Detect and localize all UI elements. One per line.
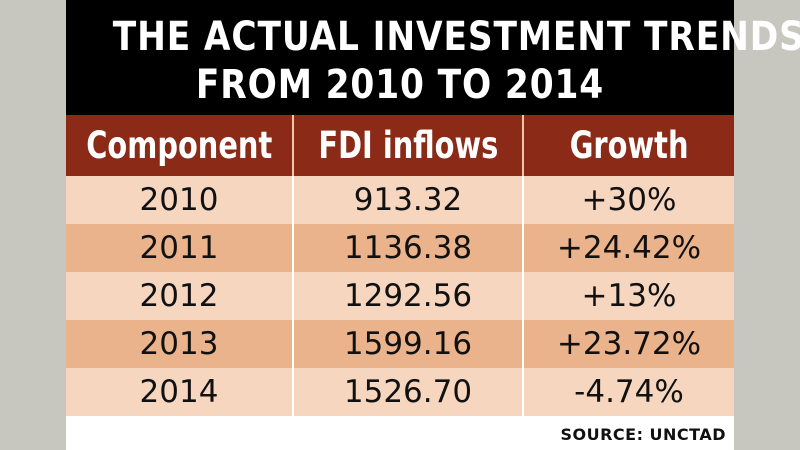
cell-year: 2014	[139, 374, 219, 410]
table-row: 2010 913.32 +30%	[66, 176, 734, 224]
cell-fdi-inflows: 1526.70	[292, 368, 522, 416]
header-component-label: Component	[85, 124, 273, 167]
table-row: 2012 1292.56 +13%	[66, 272, 734, 320]
table-row: 2013 1599.16 +23.72%	[66, 320, 734, 368]
cell-year: 2013	[139, 326, 219, 362]
header-growth-label: Growth	[569, 124, 689, 167]
title-line-2: FROM 2010 TO 2014	[195, 62, 605, 108]
header-component: Component	[66, 115, 292, 176]
source-note: SOURCE: UNCTAD	[560, 425, 726, 444]
table-row: 2011 1136.38 +24.42%	[66, 224, 734, 272]
cell-fdi-inflows: 1599.16	[292, 320, 522, 368]
table-header-row: Component FDI inflows Growth	[66, 115, 734, 176]
cell-growth: -4.74%	[522, 368, 734, 416]
header-growth: Growth	[522, 115, 734, 176]
cell-growth: +24.42%	[522, 224, 734, 272]
data-table: Component FDI inflows Growth 2010 913.32…	[66, 115, 734, 416]
cell-growth: +23.72%	[522, 320, 734, 368]
infographic: THE ACTUAL INVESTMENT TRENDS FROM 2010 T…	[66, 0, 800, 450]
header-fdi-inflows: FDI inflows	[292, 115, 522, 176]
title-block: THE ACTUAL INVESTMENT TRENDS FROM 2010 T…	[66, 0, 800, 115]
cell-fdi-inflows: 1292.56	[292, 272, 522, 320]
cell-fdi-inflows: 1136.38	[292, 224, 522, 272]
cell-growth: +13%	[522, 272, 734, 320]
cell-growth: +30%	[522, 176, 734, 224]
cell-year: 2012	[139, 278, 219, 314]
cell-year: 2011	[139, 230, 219, 266]
table-row: 2014 1526.70 -4.74%	[66, 368, 734, 416]
header-fdi-inflows-label: FDI inflows	[318, 124, 498, 167]
cell-fdi-inflows: 913.32	[292, 176, 522, 224]
cell-year: 2010	[139, 182, 219, 218]
title-line-1: THE ACTUAL INVESTMENT TRENDS	[112, 14, 800, 60]
